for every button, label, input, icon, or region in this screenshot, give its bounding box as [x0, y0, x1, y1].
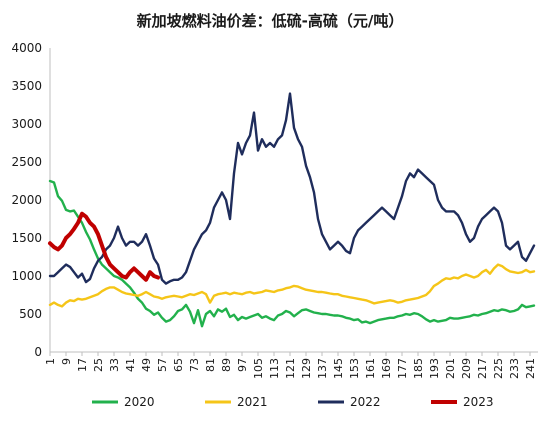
x-axis: 1 9 17 25 33 41 49 57 65 73 81 89 97 105 113 121 129 137 1…	[44, 351, 538, 379]
x-tick-label: 185	[412, 358, 425, 379]
x-tick-label: 137	[316, 358, 329, 379]
x-tick-label: 113	[268, 358, 281, 379]
x-tick-label: 57	[156, 358, 169, 372]
x-tick-label: 233	[508, 358, 521, 379]
x-tick-label: 17	[76, 358, 89, 372]
x-tick-label: 145	[332, 358, 345, 379]
y-tick-label: 0	[34, 345, 42, 359]
x-tick-label: 241	[524, 358, 537, 379]
legend-label-2022: 2022	[350, 395, 381, 409]
x-tick-label: 65	[172, 358, 185, 372]
legend-label-2020: 2020	[124, 395, 155, 409]
series-line-2020	[48, 179, 536, 328]
y-tick-label: 2000	[11, 193, 42, 207]
series-line-2021	[48, 263, 536, 308]
x-tick-label: 177	[396, 358, 409, 379]
x-tick-label: 105	[252, 358, 265, 379]
x-tick-label: 153	[348, 358, 361, 379]
x-tick-label: 225	[492, 358, 505, 379]
x-tick-label: 9	[60, 358, 73, 365]
y-axis: 0 500 1000 1500 2000 2500 3000 3500 4000	[11, 41, 51, 359]
y-tick-label: 4000	[11, 41, 42, 55]
x-tick-label: 209	[460, 358, 473, 379]
x-tick-label: 89	[220, 358, 233, 372]
x-tick-label: 201	[444, 358, 457, 379]
x-tick-label: 121	[284, 358, 297, 379]
y-tick-label: 2500	[11, 155, 42, 169]
x-tick-label: 217	[476, 358, 489, 379]
legend-label-2021: 2021	[237, 395, 268, 409]
x-tick-label: 49	[140, 358, 153, 372]
x-tick-label: 161	[364, 358, 377, 379]
x-tick-label: 25	[92, 358, 105, 372]
series-line-2022	[48, 92, 536, 285]
x-tick-label: 41	[124, 358, 137, 372]
y-tick-label: 1500	[11, 231, 42, 245]
series-layer	[48, 92, 536, 328]
x-tick-label: 33	[108, 358, 121, 372]
x-tick-label: 73	[188, 358, 201, 372]
x-tick-label: 129	[300, 358, 313, 379]
y-tick-label: 3000	[11, 117, 42, 131]
y-tick-label: 1000	[11, 269, 42, 283]
legend-label-2023: 2023	[463, 395, 494, 409]
x-tick-label: 97	[236, 358, 249, 372]
x-tick-label: 1	[44, 358, 57, 365]
x-tick-label: 169	[380, 358, 393, 379]
x-tick-label: 81	[204, 358, 217, 372]
legend: 2020 2021 2022 2023	[92, 395, 494, 409]
chart-title: 新加坡燃料油价差：低硫-高硫（元/吨）	[137, 12, 404, 30]
y-tick-label: 3500	[11, 79, 42, 93]
y-tick-label: 500	[19, 307, 42, 321]
series-line-2023	[48, 211, 160, 282]
x-tick-label: 193	[428, 358, 441, 379]
